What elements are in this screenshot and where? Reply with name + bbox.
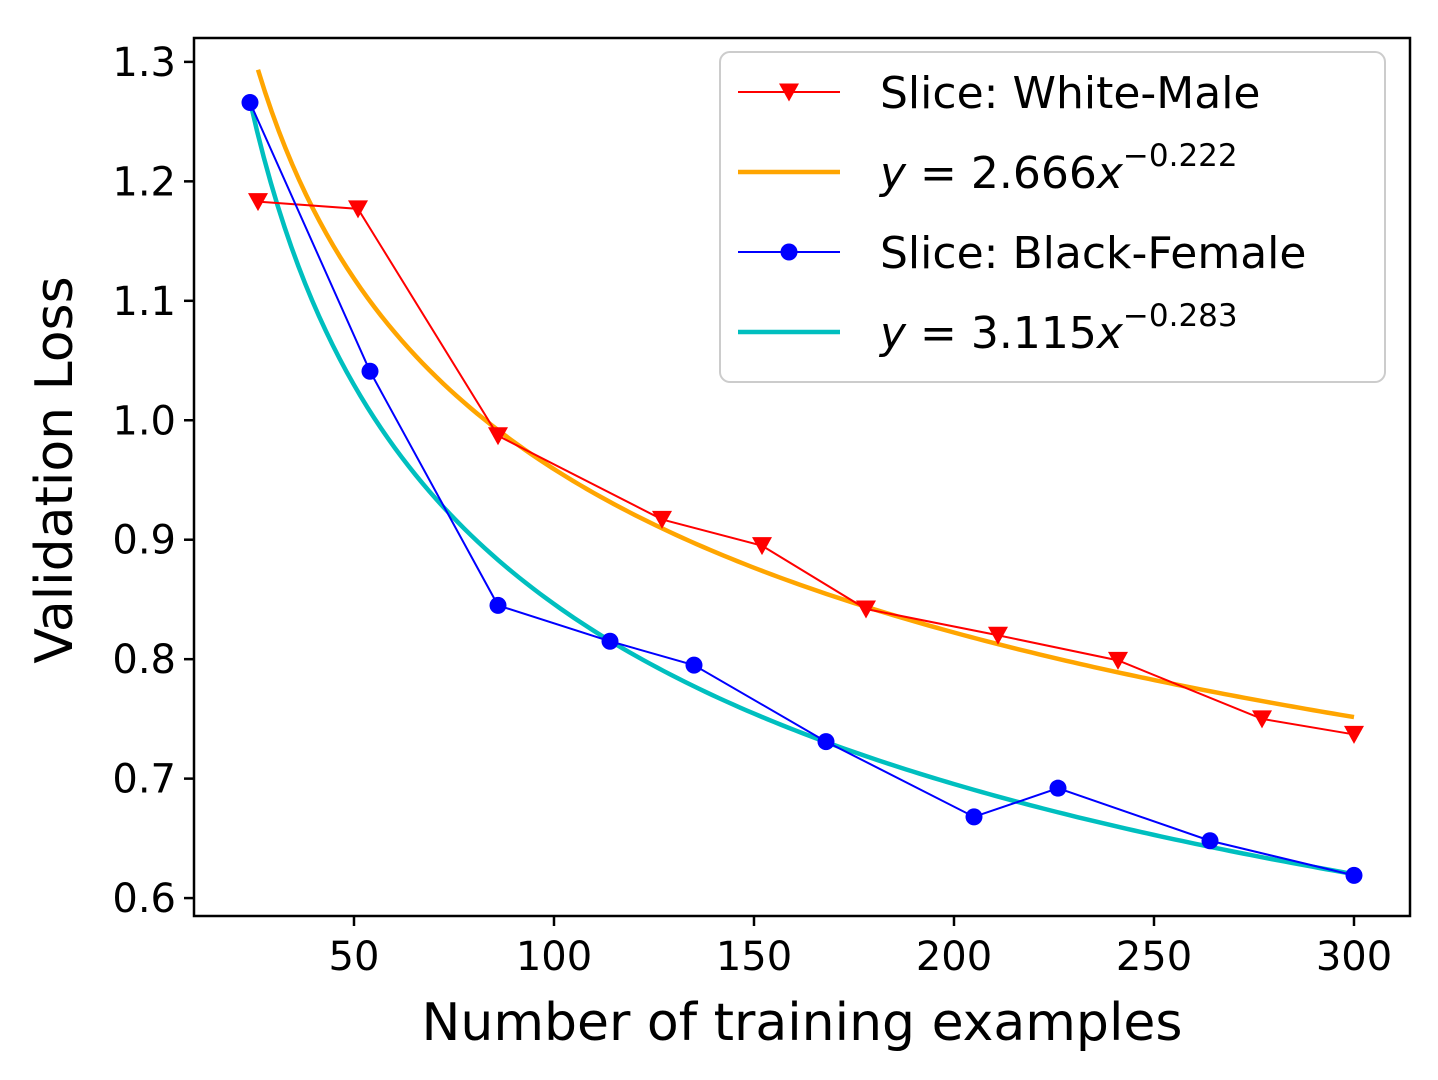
axes-layer: 50 100 150 200 250 300 0.6 0.7 0.8 0.9 1.0 1.1 1.2 1.… xyxy=(112,40,1392,980)
legend-marker xyxy=(780,243,798,261)
x-tick-label: 200 xyxy=(916,934,992,980)
y-tick-label: 1.1 xyxy=(112,279,176,325)
y-tick-label: 1.2 xyxy=(112,159,176,205)
data-point xyxy=(965,808,983,826)
y-axis-title: Validation Loss xyxy=(25,276,85,663)
data-point xyxy=(1108,651,1128,670)
data-point xyxy=(856,600,876,619)
x-tick-label: 250 xyxy=(1116,934,1192,980)
data-point xyxy=(1049,779,1067,797)
legend-marker xyxy=(779,83,799,102)
legend-item: y = 3.115x−0.283 xyxy=(738,298,1238,359)
legend-items: Slice: White-Male y = 2.666x−0.222 Slice: … xyxy=(738,68,1306,359)
data-point xyxy=(685,656,703,674)
data-point xyxy=(348,200,368,219)
x-tick-label: 300 xyxy=(1316,934,1392,980)
legend-label: Slice: White-Male xyxy=(880,68,1261,119)
data-point xyxy=(752,537,772,556)
data-point xyxy=(1344,725,1364,744)
y-tick-label: 0.8 xyxy=(112,637,176,683)
y-tick-label: 1.0 xyxy=(112,398,176,444)
legend-item: y = 2.666x−0.222 xyxy=(738,138,1238,199)
data-point xyxy=(817,733,835,751)
y-tick-label: 1.3 xyxy=(112,40,176,86)
legend: Slice: White-Male y = 2.666x−0.222 Slice: … xyxy=(719,51,1386,383)
y-tick-label: 0.7 xyxy=(112,757,176,803)
y-tick-label: 0.6 xyxy=(112,876,176,922)
data-point xyxy=(1345,866,1363,884)
data-point xyxy=(652,510,672,529)
legend-label: Slice: Black-Female xyxy=(880,228,1306,279)
data-point xyxy=(1252,710,1272,729)
series-line xyxy=(249,102,1355,877)
data-point xyxy=(601,632,619,650)
data-point xyxy=(241,94,259,112)
data-point xyxy=(248,193,268,212)
plot-frame xyxy=(192,36,1412,918)
data-point xyxy=(361,362,379,380)
legend-label: y = 2.666x−0.222 xyxy=(878,138,1238,199)
data-point xyxy=(488,427,508,446)
x-tick-label: 100 xyxy=(516,934,592,980)
data-point xyxy=(489,596,507,614)
x-axis-title: Number of training examples xyxy=(422,993,1183,1053)
series-line xyxy=(257,200,1355,736)
y-tick-label: 0.9 xyxy=(112,518,176,564)
series-layer xyxy=(241,69,1364,884)
legend-item: Slice: White-Male xyxy=(738,68,1261,119)
fit-curve xyxy=(247,100,1355,877)
x-tick-label: 150 xyxy=(716,934,792,980)
data-point xyxy=(1201,832,1219,850)
fit-curve xyxy=(255,69,1355,720)
legend-box xyxy=(719,51,1386,383)
legend-item: Slice: Black-Female xyxy=(738,228,1306,279)
legend-label: y = 3.115x−0.283 xyxy=(878,298,1238,359)
x-tick-label: 50 xyxy=(329,934,380,980)
data-point xyxy=(988,626,1008,645)
